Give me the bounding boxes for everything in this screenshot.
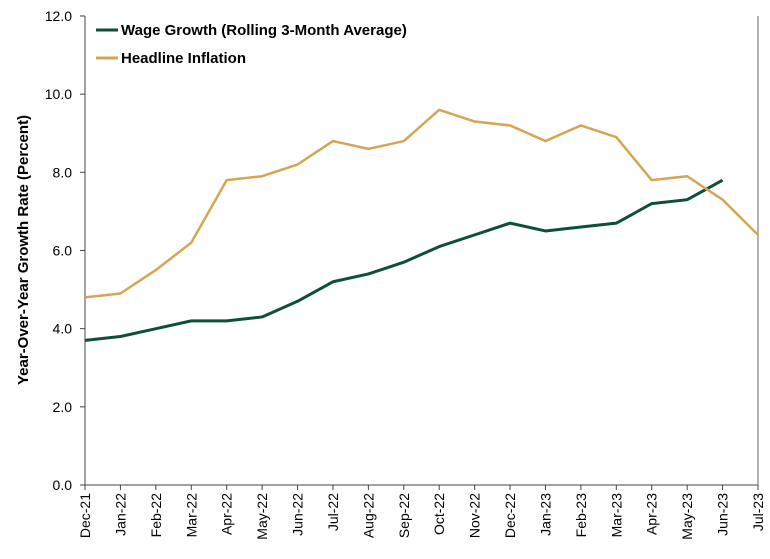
x-tick-label: May-22 [254, 493, 270, 540]
x-tick-label: Jan-23 [537, 493, 553, 536]
y-tick-label: 4.0 [53, 321, 73, 337]
x-tick-label: Feb-22 [148, 493, 164, 538]
y-tick-label: 10.0 [45, 86, 72, 102]
x-tick-label: Dec-21 [77, 493, 93, 538]
x-tick-label: Jul-22 [325, 493, 341, 531]
series-line-1 [84, 108, 759, 299]
x-tick-label: Apr-23 [644, 493, 660, 535]
x-tick-label: Sep-22 [396, 493, 412, 538]
y-tick-label: 2.0 [53, 399, 73, 415]
x-tick-label: Apr-22 [219, 493, 235, 535]
x-tick-label: Nov-22 [467, 493, 483, 538]
x-tick-label: Feb-23 [573, 493, 589, 538]
legend-label: Wage Growth (Rolling 3-Month Average) [121, 22, 407, 39]
x-tick-label: Jun-23 [715, 493, 731, 536]
x-tick-label: Aug-22 [360, 493, 376, 538]
x-tick-label: Mar-23 [608, 493, 624, 538]
x-tick-label: May-23 [679, 493, 695, 540]
legend: Wage Growth (Rolling 3-Month Average) Hea… [96, 22, 407, 67]
y-tick-label: 12.0 [45, 8, 72, 24]
x-tick-label: Jul-23 [750, 493, 766, 531]
series-line-0 [84, 178, 724, 342]
y-tick-label: 8.0 [53, 164, 73, 180]
y-tick-label: 0.0 [53, 477, 73, 493]
x-tick-label: Jan-22 [112, 493, 128, 536]
x-tick-label: Dec-22 [502, 493, 518, 538]
x-tick-label: Oct-22 [431, 493, 447, 535]
x-tick-label: Jun-22 [290, 493, 306, 536]
y-tick-label: 6.0 [53, 243, 73, 259]
y-axis-title: Year-Over-Year Growth Rate (Percent) [15, 115, 32, 385]
legend-label: Headline Inflation [121, 50, 246, 67]
x-tick-label: Mar-22 [183, 493, 199, 538]
